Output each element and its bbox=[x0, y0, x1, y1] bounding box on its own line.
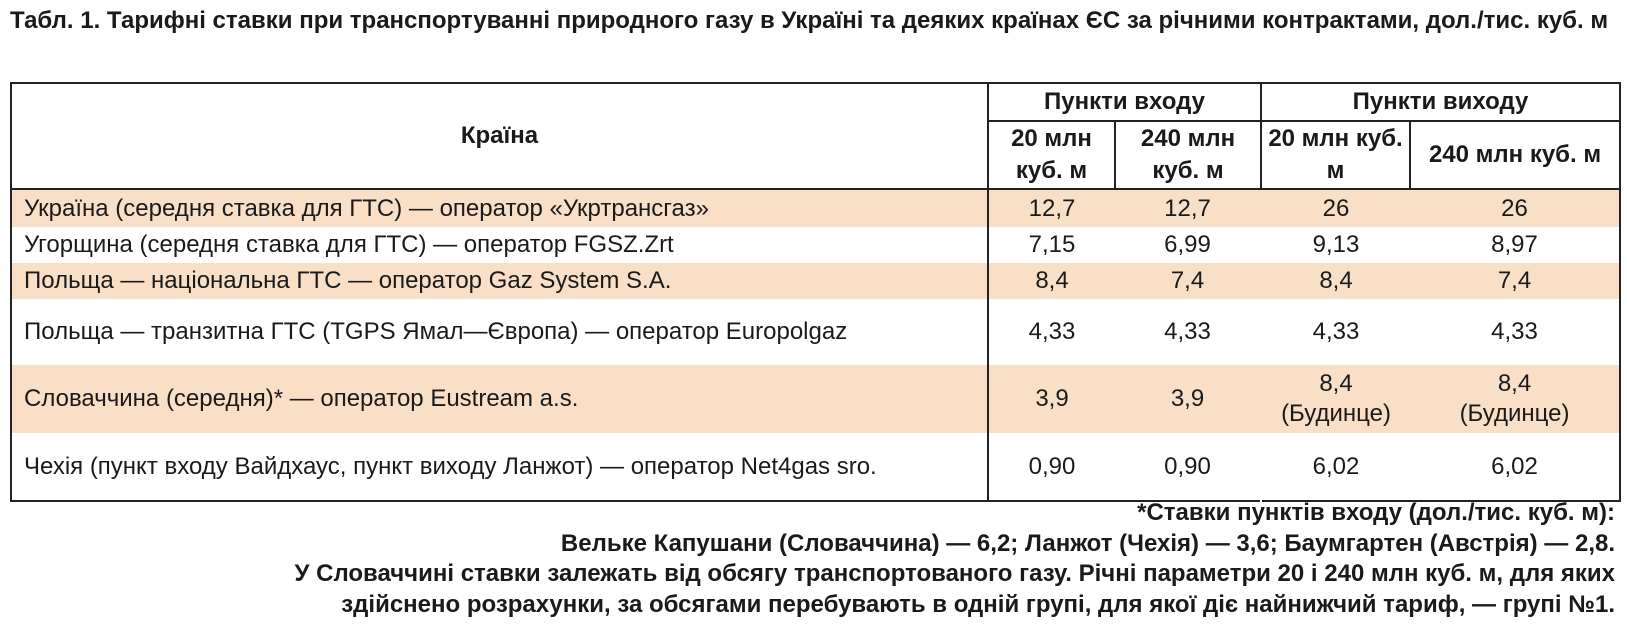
country-cell: Угорщина (середня ставка для ГТС) — опер… bbox=[11, 227, 989, 263]
entry-240-cell: 7,4 bbox=[1115, 263, 1262, 299]
table-title: Табл. 1. Тарифні ставки при транспортува… bbox=[10, 7, 1609, 34]
exit-20-cell: 6,02 bbox=[1312, 452, 1360, 480]
entry-240-cell: 6,99 bbox=[1164, 231, 1211, 258]
exit-20-cell: 4,33 bbox=[1312, 318, 1360, 345]
entry-20-cell: 3,9 bbox=[988, 365, 1115, 433]
entry-20-cell: 7,15 bbox=[1028, 231, 1076, 258]
tariff-table: Країна Пункти входу Пункти виходу 20 млн… bbox=[10, 82, 1622, 502]
footnote-line-2: Вельке Капушани (Словаччина) — 6,2; Ланж… bbox=[560, 529, 1615, 557]
exit-20-cell: 8,4 bbox=[1261, 263, 1411, 299]
header-exit-240: 240 млн куб. м bbox=[1409, 120, 1622, 190]
exit-240-cell: 4,33 bbox=[1491, 318, 1538, 345]
exit-20-cell: 26 bbox=[1261, 189, 1411, 227]
table-row: Польща — транзитна ГТС (TGPS Ямал—Європа… bbox=[11, 299, 1620, 365]
table-row: Словаччина (середня)* — оператор Eustrea… bbox=[11, 365, 1621, 433]
exit-240-cell: 8,4 (Будинце) bbox=[1410, 365, 1621, 433]
entry-240-cell: 12,7 bbox=[1115, 189, 1262, 227]
country-cell: Польща — національна ГТС — оператор Gaz … bbox=[11, 263, 989, 299]
exit-240-cell: 6,02 bbox=[1491, 452, 1538, 480]
header-country: Країна bbox=[10, 82, 989, 190]
entry-20-cell: 8,4 bbox=[988, 263, 1115, 299]
footnote-line-1: *Ставки пунктів входу (дол./тис. куб. м)… bbox=[1137, 499, 1615, 526]
table-row: Україна (середня ставка для ГТС) — опера… bbox=[11, 189, 1621, 227]
entry-240-cell: 0,90 bbox=[1164, 452, 1211, 480]
exit-240-cell: 8,97 bbox=[1491, 231, 1538, 258]
exit-20-cell: 8,4 (Будинце) bbox=[1261, 365, 1411, 433]
country-cell: Україна (середня ставка для ГТС) — опера… bbox=[11, 189, 989, 227]
exit-20-cell: 9,13 bbox=[1312, 231, 1360, 258]
header-entry-240: 240 млн куб. м bbox=[1113, 120, 1263, 190]
table-row: Угорщина (середня ставка для ГТС) — опер… bbox=[11, 227, 1620, 263]
footnote: *Ставки пунктів входу (дол./тис. куб. м)… bbox=[15, 498, 1615, 620]
country-cell: Чехія (пункт входу Вайдхаус, пункт виход… bbox=[11, 433, 989, 501]
entry-20-cell: 0,90 bbox=[1028, 452, 1076, 480]
country-cell: Словаччина (середня)* — оператор Eustrea… bbox=[11, 365, 989, 433]
header-entry-points: Пункти входу bbox=[986, 82, 1263, 122]
header-exit-20: 20 млн куб. м bbox=[1260, 120, 1412, 190]
footnote-line-4: здійснено розрахунки, за обсягами перебу… bbox=[341, 590, 1615, 618]
entry-20-cell: 4,33 bbox=[1028, 318, 1076, 345]
entry-240-cell: 3,9 bbox=[1115, 365, 1262, 433]
country-cell: Польща — транзитна ГТС (TGPS Ямал—Європа… bbox=[11, 299, 989, 365]
footnote-line-3: У Словаччині ставки залежать від обсягу … bbox=[294, 560, 1615, 587]
exit-240-cell: 7,4 bbox=[1410, 263, 1621, 299]
exit-240-cell: 26 bbox=[1410, 189, 1621, 227]
entry-240-cell: 4,33 bbox=[1164, 318, 1211, 345]
table-row: Чехія (пункт входу Вайдхаус, пункт виход… bbox=[11, 433, 1620, 501]
header-entry-20: 20 млн куб. м bbox=[987, 120, 1116, 190]
header-exit-points: Пункти виходу bbox=[1260, 82, 1622, 122]
entry-20-cell: 12,7 bbox=[988, 189, 1115, 227]
table-row: Польща — національна ГТС — оператор Gaz … bbox=[11, 263, 1621, 299]
